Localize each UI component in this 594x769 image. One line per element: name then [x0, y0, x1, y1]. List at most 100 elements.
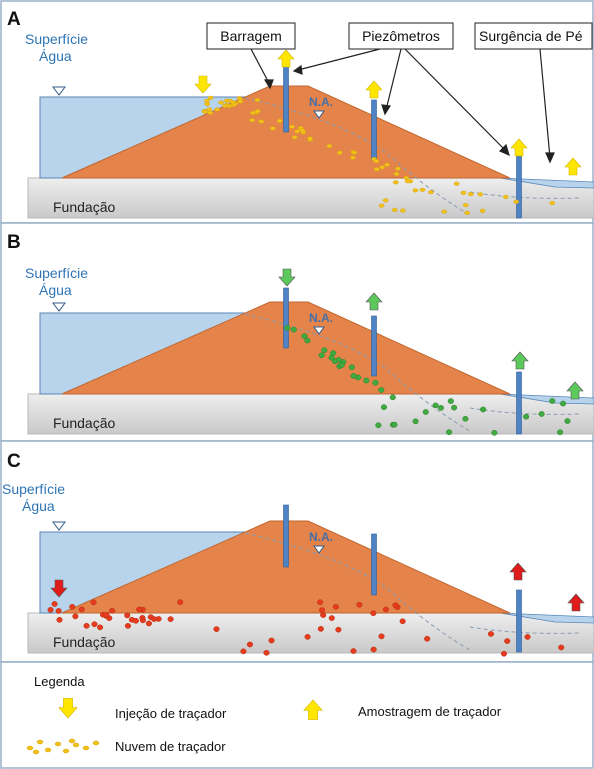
- na-label: N.A.: [309, 530, 333, 544]
- tracer-particle: [145, 620, 152, 627]
- injection-arrow-icon: [194, 75, 212, 94]
- tracer-particle: [380, 404, 387, 411]
- na-marker-icon: [313, 545, 325, 554]
- tracer-particle: [103, 611, 110, 618]
- phreatic-line-downstream: [469, 626, 581, 634]
- tracer-particle: [90, 599, 97, 606]
- tracer-particle: [412, 418, 419, 425]
- tracer-particle: [549, 200, 556, 206]
- piezometer: [371, 315, 377, 377]
- tracer-particle: [204, 102, 211, 107]
- legend-title: Legenda: [34, 674, 85, 689]
- tracer-particle: [55, 608, 62, 614]
- tracer-particle: [393, 171, 400, 177]
- na-label: N.A.: [309, 311, 333, 325]
- tracer-particle: [559, 400, 567, 407]
- water-surface-label: Superfície: [25, 31, 88, 47]
- tracer-particle: [460, 190, 467, 195]
- tracer-particle: [378, 387, 385, 393]
- tracer-particle: [62, 748, 70, 754]
- panel-letter: A: [7, 9, 21, 30]
- tracer-particle: [229, 100, 236, 105]
- tracer-particle: [132, 617, 139, 624]
- tracer-particle: [336, 150, 343, 155]
- tracer-particle: [72, 613, 79, 620]
- tracer-particle: [428, 190, 434, 195]
- phreatic-line: [244, 532, 471, 651]
- tracer-particle: [564, 418, 571, 424]
- tracer-particle: [392, 602, 399, 609]
- phreatic-line: [244, 97, 471, 216]
- phreatic-line: [244, 313, 471, 432]
- tracer-particle: [91, 621, 98, 628]
- tracer-particle: [47, 607, 54, 613]
- tracer-particle: [384, 162, 390, 167]
- na-marker-icon: [313, 326, 325, 335]
- sampling-arrow-icon: [303, 699, 323, 720]
- tracer-particle: [391, 207, 398, 213]
- tracer-particle: [97, 624, 104, 631]
- tracer-particle: [378, 633, 385, 640]
- tracer-particle: [83, 622, 90, 629]
- tracer-particle: [504, 638, 511, 644]
- tracer-particle: [462, 415, 469, 422]
- piezometer: [371, 533, 377, 596]
- tracer-particle: [335, 357, 342, 363]
- na-marker-icon: [313, 110, 325, 119]
- tracer-particle: [276, 118, 283, 123]
- tracer-particle: [109, 607, 116, 614]
- na-label: N.A.: [309, 95, 333, 109]
- tracer-particle: [356, 601, 363, 608]
- injection-arrow-icon: [278, 268, 296, 287]
- tracer-particle: [139, 617, 146, 624]
- tracer-particle: [318, 352, 325, 359]
- tracer-particle: [378, 203, 385, 208]
- callout-seepage: Surgência de Pé: [474, 22, 593, 50]
- tracer-particle: [317, 626, 324, 632]
- tracer-particle: [491, 429, 498, 436]
- tracer-particle: [523, 413, 530, 420]
- tracer-particle: [453, 181, 460, 186]
- tracer-particle: [207, 110, 214, 115]
- tracer-particle: [332, 603, 339, 610]
- tracer-particle: [513, 199, 520, 204]
- sampling-arrow-icon: [277, 49, 295, 68]
- tracer-particle: [69, 603, 76, 610]
- tracer-particle: [372, 379, 379, 386]
- tracer-particle: [549, 398, 556, 404]
- foundation-label: Fundação: [53, 415, 115, 431]
- tracer-particle: [268, 637, 275, 644]
- tracer-particle: [328, 615, 335, 621]
- injection-arrow-icon: [50, 579, 68, 598]
- tracer-particle: [214, 107, 220, 112]
- legend-cloud-label: Nuvem de traçador: [115, 739, 226, 754]
- tracer-particle: [441, 209, 448, 214]
- tracer-particle: [307, 136, 313, 141]
- tracer-particle: [82, 745, 90, 751]
- tracer-particle: [78, 606, 85, 613]
- tracer-particle: [213, 626, 220, 632]
- sampling-arrow-icon: [511, 351, 529, 370]
- tracer-particle: [399, 618, 406, 625]
- tracer-particle: [330, 350, 337, 356]
- tracer-particle: [304, 337, 311, 344]
- tracer-particle: [299, 128, 306, 133]
- sampling-arrow-icon: [564, 157, 582, 176]
- tracer-particle: [373, 167, 380, 172]
- water-surface-label: Superfície: [25, 265, 88, 281]
- sampling-arrow-icon: [509, 562, 527, 581]
- tracer-particle: [400, 208, 406, 213]
- tracer-particle: [206, 107, 213, 112]
- tracer-particle: [72, 742, 80, 748]
- tracer-particle: [207, 95, 214, 100]
- tracer-particle: [319, 607, 326, 613]
- tracer-particle: [263, 649, 270, 656]
- piezometer: [516, 155, 522, 219]
- tracer-particle: [462, 203, 469, 208]
- tracer-particle: [391, 421, 398, 428]
- tracer-particle: [290, 326, 297, 333]
- tracer-particle: [370, 610, 377, 617]
- tracer-particle: [487, 631, 494, 637]
